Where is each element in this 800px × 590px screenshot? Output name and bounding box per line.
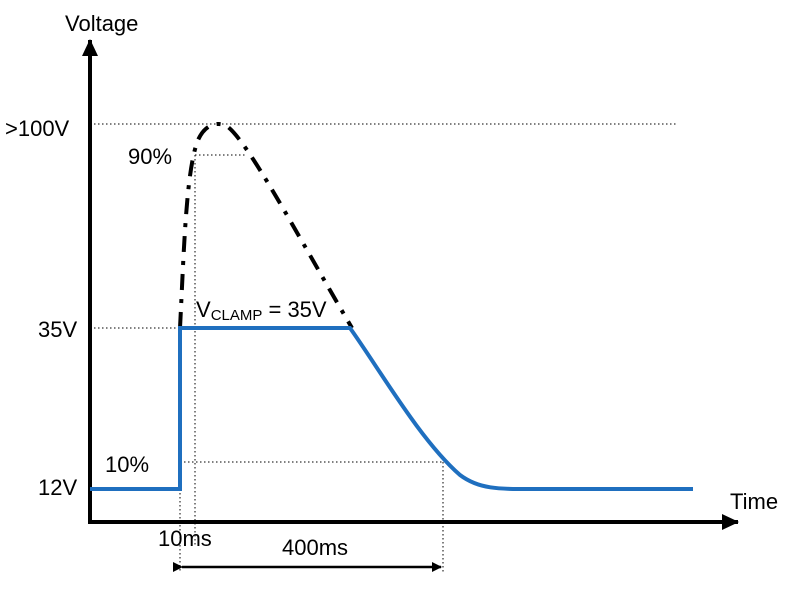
clamped-waveform	[90, 326, 693, 492]
level-label: >100V	[5, 116, 70, 141]
percent-label: 10%	[105, 452, 149, 477]
clamp-subscript: CLAMP	[211, 307, 263, 324]
clamp-rest: = 35V	[262, 297, 327, 322]
y-axis-label: Voltage	[65, 11, 138, 36]
level-label: 35V	[38, 317, 77, 342]
guide-lines	[90, 123, 678, 572]
clamp-symbol: V	[196, 297, 211, 322]
duration-label: 10ms	[158, 526, 212, 551]
clamp-label: VCLAMP = 35V	[196, 297, 327, 324]
duration-label: 400ms	[282, 535, 348, 560]
percent-label: 90%	[128, 144, 172, 169]
unclamped-pulse	[178, 121, 354, 330]
level-label: 12V	[38, 475, 77, 500]
x-axis-label: Time	[730, 489, 778, 514]
